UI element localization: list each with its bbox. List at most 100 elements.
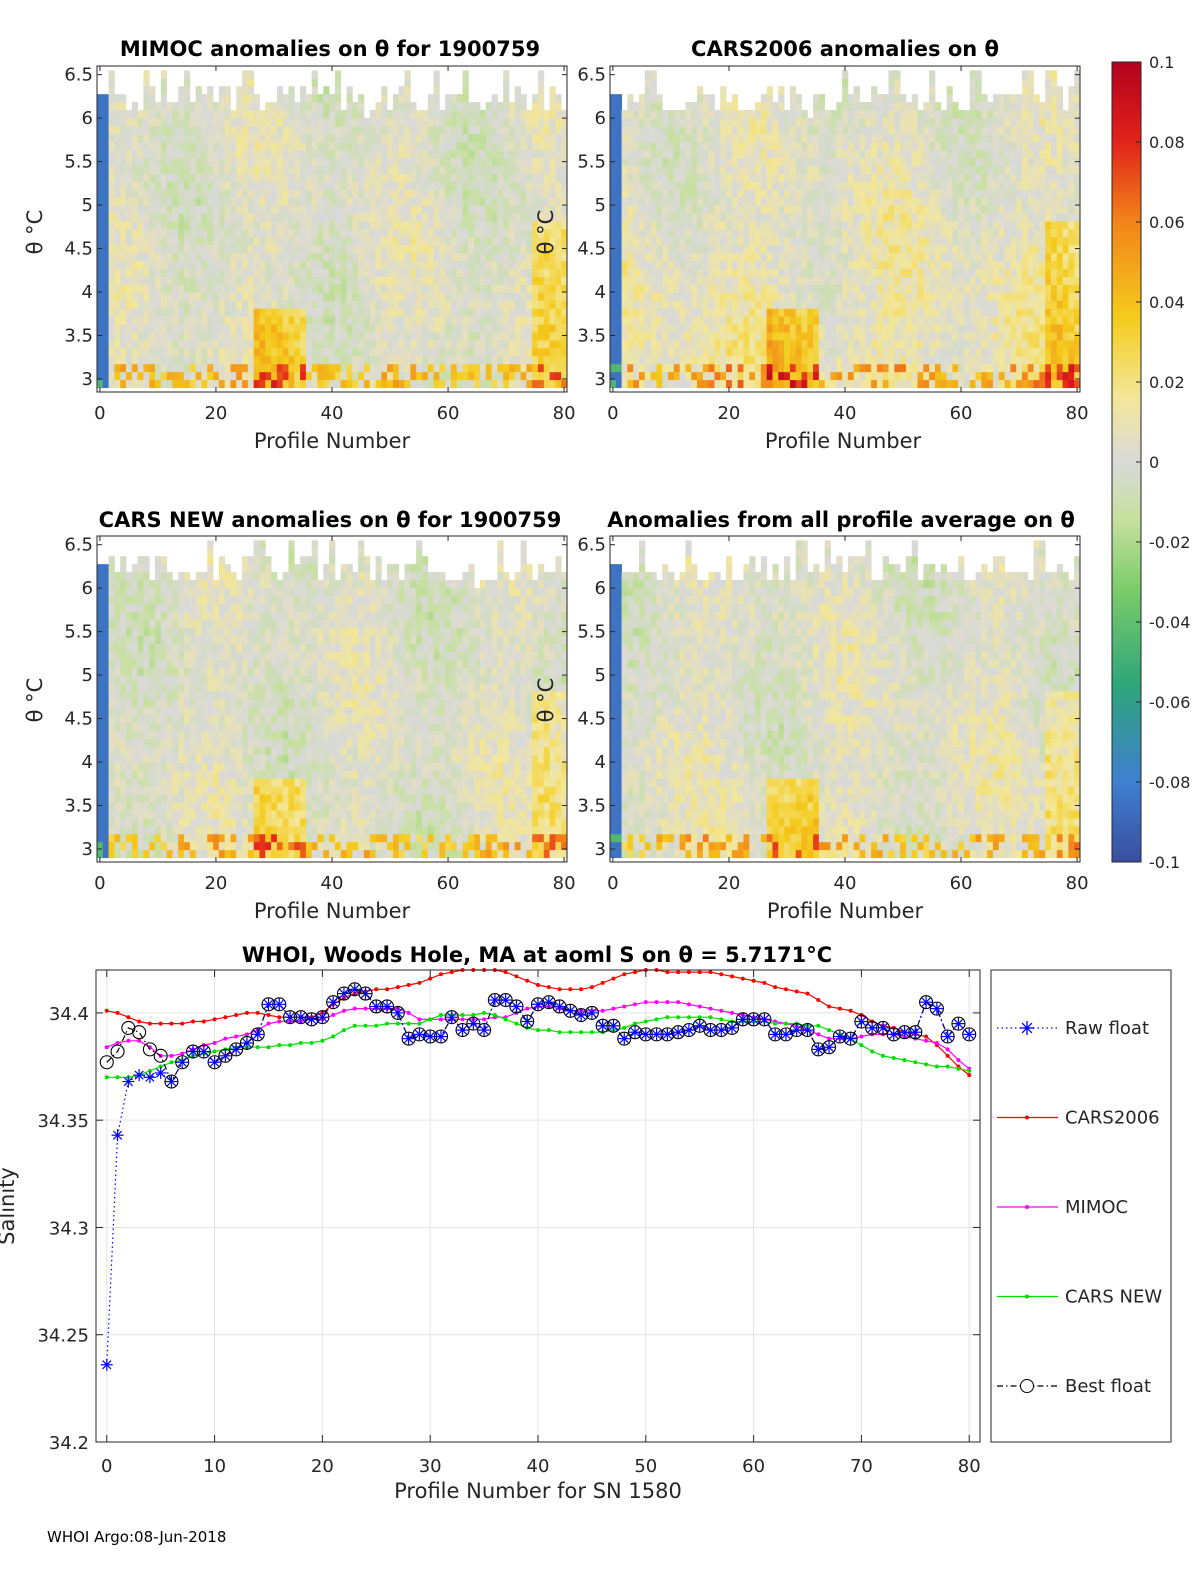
heatmap-cell <box>404 157 411 166</box>
heatmap-cell <box>166 229 173 238</box>
heatmap-cell <box>207 173 214 182</box>
heatmap-cell <box>276 94 284 103</box>
heatmap-cell <box>363 141 371 151</box>
heatmap-cell <box>549 133 556 143</box>
heatmap-cell <box>662 197 669 206</box>
heatmap-cell <box>847 324 855 333</box>
heatmap-cell <box>485 181 492 190</box>
heatmap-cell <box>743 347 750 357</box>
heatmap-cell <box>818 332 826 341</box>
heatmap-cell <box>172 276 179 285</box>
heatmap-cell <box>731 205 739 214</box>
heatmap-cell <box>201 149 208 158</box>
heatmap-cell <box>334 284 342 293</box>
heatmap-cell <box>236 197 243 206</box>
heatmap-cell <box>421 110 429 119</box>
heatmap-cell <box>543 300 550 309</box>
heatmap-cell <box>836 102 843 111</box>
heatmap-cell <box>656 205 663 214</box>
heatmap-cell <box>346 284 353 293</box>
heatmap-cell <box>276 229 284 238</box>
heatmap-cell <box>276 300 284 309</box>
heatmap-cell <box>160 292 168 301</box>
heatmap-cell <box>207 340 214 349</box>
heatmap-cell <box>555 181 562 190</box>
heatmap-cell <box>691 355 698 365</box>
heatmap-cell <box>882 379 889 389</box>
heatmap-cell <box>479 117 487 127</box>
heatmap-cell <box>300 332 307 341</box>
heatmap-cell <box>491 181 498 190</box>
heatmap-cell <box>853 165 860 174</box>
heatmap-cell <box>633 260 640 270</box>
heatmap-cell <box>627 149 634 158</box>
heatmap-cell <box>381 347 388 357</box>
heatmap-cell <box>621 244 628 254</box>
heatmap-cell <box>485 205 492 214</box>
heatmap-cell <box>271 110 278 119</box>
heatmap-cell <box>784 355 791 365</box>
heatmap-cell <box>369 133 376 143</box>
heatmap-cell <box>282 379 289 389</box>
heatmap-cell <box>685 149 692 158</box>
heatmap-cell <box>126 276 133 285</box>
heatmap-cell <box>474 181 481 190</box>
heatmap-cell <box>114 316 121 325</box>
heatmap-cell <box>749 173 756 182</box>
heatmap-cell <box>323 229 330 238</box>
heatmap-cell <box>615 181 622 190</box>
heatmap-cell <box>537 181 545 190</box>
heatmap-cell <box>743 141 750 151</box>
heatmap-cell <box>160 205 168 214</box>
heatmap-cell <box>905 292 913 301</box>
heatmap-cell <box>836 149 843 158</box>
heatmap-cell <box>317 205 324 214</box>
heatmap-cell <box>621 165 628 174</box>
heatmap-cell <box>97 94 104 103</box>
heatmap-cell <box>485 236 492 246</box>
heatmap-cell <box>830 252 837 262</box>
heatmap-cell <box>334 102 342 111</box>
heatmap-cell <box>900 347 907 357</box>
heatmap-cell <box>755 125 762 135</box>
heatmap-cell <box>340 308 347 317</box>
heatmap-cell <box>497 133 504 143</box>
heatmap-cell <box>381 284 388 293</box>
heatmap-cell <box>697 268 704 277</box>
heatmap-cell <box>305 324 313 333</box>
heatmap-cell <box>404 332 411 341</box>
heatmap-cell <box>352 236 359 246</box>
heatmap-cell <box>439 347 446 357</box>
heatmap-cell <box>888 276 895 285</box>
heatmap-cell <box>416 189 423 198</box>
heatmap-cell <box>532 379 539 389</box>
heatmap-cell <box>242 355 249 365</box>
heatmap-cell <box>143 324 150 333</box>
heatmap-cell <box>230 149 237 158</box>
heatmap-cell <box>697 157 704 166</box>
heatmap-cell <box>731 244 739 254</box>
heatmap-cell <box>155 213 162 222</box>
heatmap-cell <box>853 371 860 381</box>
heatmap-cell <box>445 94 452 103</box>
heatmap-cell <box>114 205 121 214</box>
heatmap-cell <box>242 252 249 262</box>
heatmap-cell <box>213 165 220 174</box>
heatmap-cell <box>300 133 307 143</box>
heatmap-cell <box>474 149 481 158</box>
heatmap-cell <box>784 221 791 230</box>
heatmap-cell <box>621 221 628 230</box>
heatmap-cell <box>282 316 289 325</box>
heatmap-cell <box>491 363 498 373</box>
heatmap-cell <box>155 316 162 325</box>
heatmap-cell <box>633 157 640 166</box>
heatmap-cell <box>847 102 855 111</box>
heatmap-cell <box>784 268 791 277</box>
heatmap-cell <box>410 213 417 222</box>
heatmap-cell <box>271 173 278 182</box>
heatmap-cell <box>392 347 400 357</box>
heatmap-cell <box>404 181 411 190</box>
heatmap-cell <box>639 102 646 111</box>
heatmap-cell <box>114 221 121 230</box>
heatmap-cell <box>807 308 814 317</box>
